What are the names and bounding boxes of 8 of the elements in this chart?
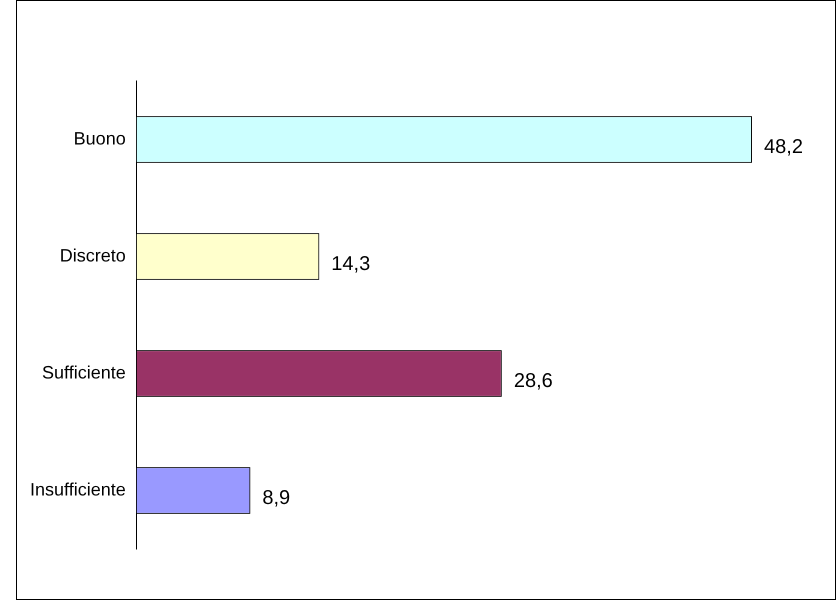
y-tick-label: Sufficiente bbox=[42, 362, 126, 382]
data-label: 48,2 bbox=[764, 136, 803, 158]
data-label: 14,3 bbox=[331, 253, 370, 276]
data-label: 28,6 bbox=[514, 370, 553, 392]
y-tick-label: Discreto bbox=[60, 245, 126, 266]
y-tick-label: Buono bbox=[74, 128, 126, 148]
y-tick-label: Insufficiente bbox=[30, 479, 126, 500]
data-label: 8,9 bbox=[262, 487, 290, 510]
